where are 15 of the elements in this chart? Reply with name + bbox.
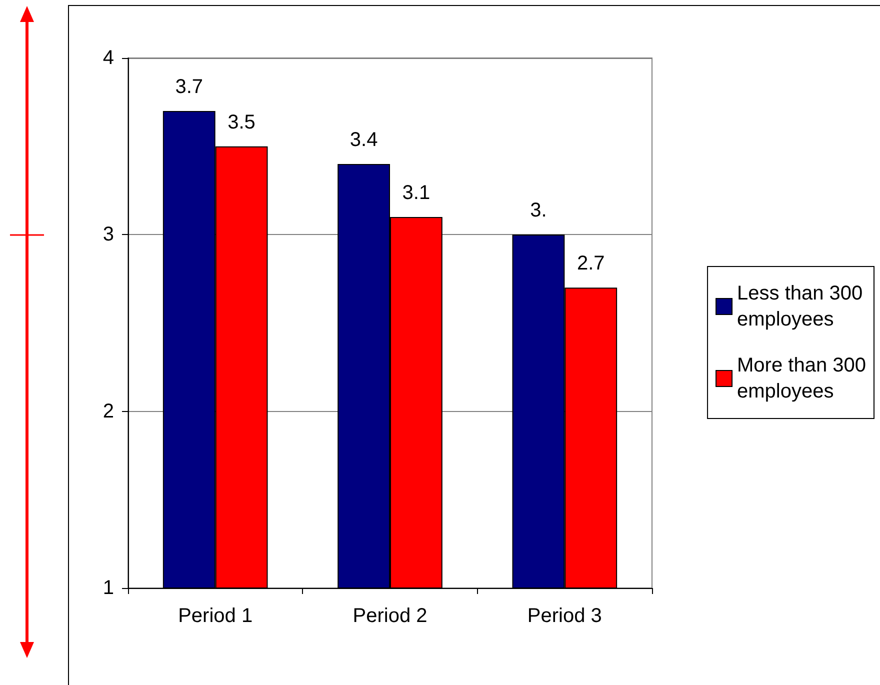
data-label: 3.4 <box>350 129 378 151</box>
data-label: 2.7 <box>576 252 605 275</box>
y-tick-label: 3 <box>102 224 114 246</box>
legend-label: More than 300 employees <box>737 354 866 402</box>
legend-label: Less than 300 employees <box>737 282 863 330</box>
x-tick-label: Period 2 <box>352 605 428 627</box>
data-label: 3.7 <box>175 76 204 98</box>
x-tick-label: Period 1 <box>178 605 253 627</box>
x-tick-label: Period 3 <box>527 605 602 627</box>
y-tick-label: 4 <box>102 47 114 69</box>
y-tick-label: 1 <box>102 577 114 599</box>
data-label: 3. <box>530 200 547 222</box>
y-tick-label: 2 <box>102 400 114 422</box>
data-label: 3.1 <box>402 182 430 204</box>
data-label: 3.5 <box>228 111 256 134</box>
